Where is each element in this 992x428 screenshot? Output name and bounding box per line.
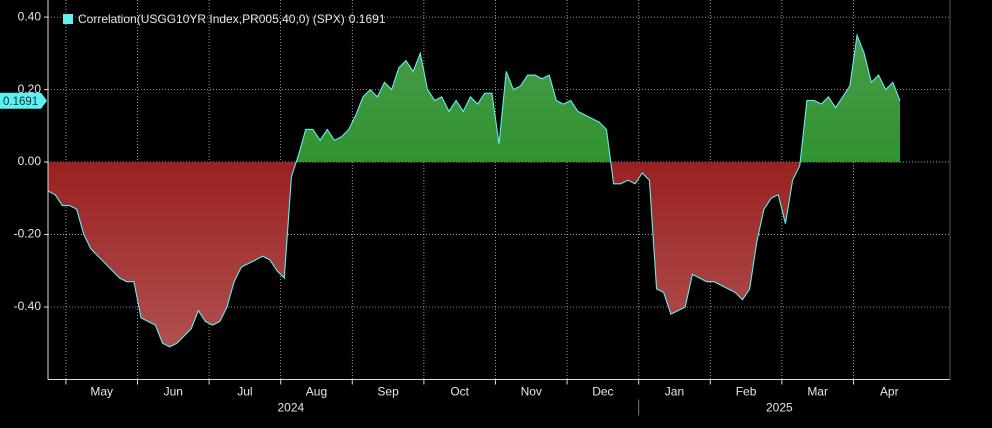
x-group-label: 2025 <box>766 401 793 415</box>
series-line <box>47 33 901 348</box>
legend-last-value: 0.1691 <box>349 12 386 26</box>
y-tick-label: 0.40 <box>18 9 42 23</box>
x-tick-label: Apr <box>880 385 899 399</box>
area-positive <box>48 35 900 163</box>
legend-label: Correlation(USGG10YR Index,PR005,40,0) (… <box>78 12 386 26</box>
x-tick-label: May <box>90 385 113 399</box>
areas <box>48 35 900 347</box>
legend-swatch <box>63 14 73 24</box>
x-tick-label: Jan <box>665 385 684 399</box>
last-value-label: 0.1691 <box>3 96 38 108</box>
y-tick-label: 0.20 <box>18 82 42 96</box>
x-tick-label: Jul <box>237 385 252 399</box>
legend-name: Correlation(USGG10YR Index,PR005,40,0) (… <box>78 12 345 26</box>
x-tick-label: Jun <box>164 385 183 399</box>
y-tick-label: -0.20 <box>14 227 42 241</box>
x-tick-label: Nov <box>521 385 542 399</box>
x-tick-label: Oct <box>450 385 469 399</box>
x-tick-label: Mar <box>807 385 828 399</box>
last-value-tag <box>0 92 47 109</box>
x-tick-label: Aug <box>306 385 327 399</box>
x-tick-label: Dec <box>592 385 613 399</box>
x-tick-label: Sep <box>377 385 399 399</box>
lines <box>47 33 901 348</box>
x-group-label: 2024 <box>277 401 304 415</box>
area-negative <box>48 162 801 347</box>
y-tick-label: -0.40 <box>14 299 42 313</box>
axes: 0.40 0.20 0.00 -0.20 -0.40 May Jun Jul Aug Sep Oct… <box>0 0 951 416</box>
x-tick-label: Feb <box>736 385 757 399</box>
y-tick-label: 0.00 <box>18 154 42 168</box>
